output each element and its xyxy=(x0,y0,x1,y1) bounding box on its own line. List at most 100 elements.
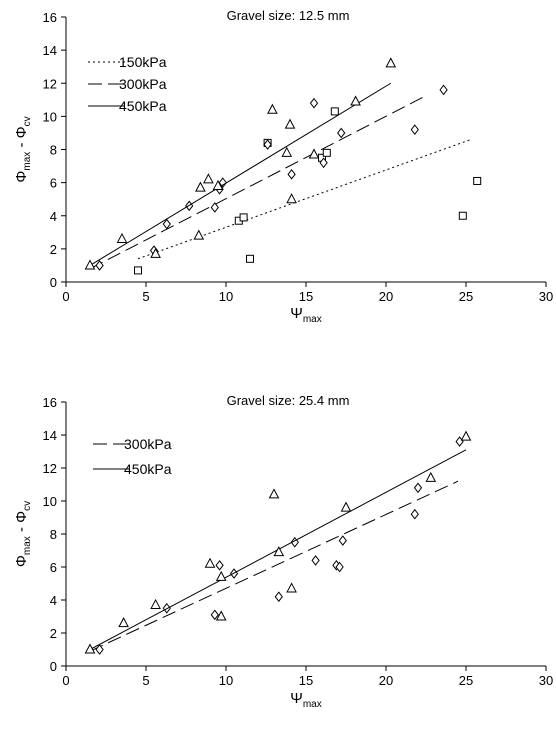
data-point-triangle xyxy=(195,181,206,192)
data-point-triangle xyxy=(286,193,297,204)
legend-label: 150kPa xyxy=(119,54,167,70)
y-tick-label: 6 xyxy=(50,560,57,575)
legend-item: 300kPa xyxy=(93,436,172,452)
data-point-triangle xyxy=(268,488,280,499)
data-point-triangle xyxy=(286,582,297,593)
data-point-diamond xyxy=(287,169,296,180)
y-tick-label: 14 xyxy=(43,43,57,58)
y-tick-label: 14 xyxy=(43,428,57,443)
data-point-square xyxy=(473,176,482,185)
y-tick-label: 16 xyxy=(43,395,57,410)
data-point-triangle xyxy=(212,179,224,190)
x-tick-label: 20 xyxy=(379,289,393,304)
y-tick-label: 12 xyxy=(43,76,57,91)
data-point-diamond xyxy=(439,84,448,96)
data-point-diamond xyxy=(338,535,347,546)
data-point-triangle xyxy=(340,501,352,512)
data-point-triangle xyxy=(460,430,472,441)
data-point-diamond xyxy=(210,609,219,621)
y-axis-label: Φmax - Φcv xyxy=(13,116,33,182)
data-point-triangle xyxy=(193,229,205,240)
data-point-diamond xyxy=(410,124,419,135)
data-point-square xyxy=(134,266,142,275)
data-point-diamond xyxy=(274,591,283,603)
data-point-triangle xyxy=(150,598,161,609)
y-tick-label: 4 xyxy=(50,593,57,608)
y-axis-label: Φmax - Φcv xyxy=(13,501,33,567)
data-point-diamond xyxy=(319,157,328,169)
y-tick-label: 10 xyxy=(43,109,57,124)
data-point-triangle xyxy=(150,247,161,258)
series-450kPa xyxy=(84,430,472,654)
data-point-triangle xyxy=(215,570,227,581)
data-point-diamond xyxy=(215,560,224,571)
data-point-square xyxy=(322,148,331,157)
data-point-triangle xyxy=(284,118,296,129)
data-point-diamond xyxy=(162,218,171,230)
data-point-triangle xyxy=(203,173,214,184)
x-axis-label: Ψmax xyxy=(290,305,321,325)
y-tick-label: 0 xyxy=(50,659,57,674)
x-tick-label: 10 xyxy=(219,673,233,688)
data-point-diamond xyxy=(311,555,320,566)
legend-label: 300kPa xyxy=(124,436,172,452)
series-300kPa xyxy=(89,436,464,655)
series-450kPa xyxy=(84,57,397,270)
data-point-triangle xyxy=(267,103,278,114)
x-tick-label: 15 xyxy=(299,289,313,304)
data-point-triangle xyxy=(273,546,285,557)
y-tick-label: 12 xyxy=(43,461,57,476)
legend-label: 300kPa xyxy=(119,76,167,92)
data-point-triangle xyxy=(118,617,129,628)
data-point-square xyxy=(458,211,467,220)
data-point-triangle xyxy=(350,95,361,106)
legend-label: 450kPa xyxy=(124,461,172,477)
data-point-triangle xyxy=(204,557,216,568)
x-tick-label: 0 xyxy=(62,673,69,688)
y-tick-label: 4 xyxy=(50,209,57,224)
data-point-diamond xyxy=(413,482,423,494)
x-axis-label: Ψmax xyxy=(290,690,321,710)
data-point-triangle xyxy=(385,57,397,68)
data-point-triangle xyxy=(116,232,128,243)
x-tick-label: 20 xyxy=(379,673,393,688)
data-point-diamond xyxy=(335,561,344,573)
x-tick-label: 0 xyxy=(62,289,69,304)
series-150kPa xyxy=(134,107,482,275)
y-tick-label: 2 xyxy=(50,242,57,257)
trend-line xyxy=(89,94,428,270)
y-tick-label: 10 xyxy=(43,494,57,509)
y-tick-label: 8 xyxy=(50,143,57,158)
legend-item: 450kPa xyxy=(88,98,167,114)
data-point-triangle xyxy=(281,146,293,157)
y-tick-label: 16 xyxy=(43,10,57,25)
data-point-triangle xyxy=(425,471,437,482)
chart-panel-2: 0 5 10 15 20 25 30 0 2 4 6 8 10 12 14 16 Gravel size: 25… xyxy=(13,393,553,710)
trend-line xyxy=(137,139,471,260)
chart-panel-1: 0 5 10 15 20 25 30 0 2 4 6 8 10 12 14 16 Gravel size: 12… xyxy=(13,8,553,325)
x-tick-label: 25 xyxy=(459,289,473,304)
data-point-diamond xyxy=(337,127,346,139)
data-point-diamond xyxy=(410,508,419,520)
trend-line xyxy=(89,82,392,266)
data-point-square xyxy=(246,254,254,263)
x-tick-label: 25 xyxy=(459,673,473,688)
x-tick-label: 10 xyxy=(219,289,233,304)
data-point-square xyxy=(330,107,339,116)
data-point-triangle xyxy=(84,643,96,654)
x-tick-label: 5 xyxy=(142,289,149,304)
data-point-diamond xyxy=(309,97,319,109)
legend-item: 150kPa xyxy=(88,54,167,70)
x-tick-label: 30 xyxy=(539,289,553,304)
chart-title: Gravel size: 25.4 mm xyxy=(227,393,350,408)
data-point-diamond xyxy=(210,202,219,213)
data-point-diamond xyxy=(95,260,104,271)
y-tick-label: 6 xyxy=(50,176,57,191)
chart-title: Gravel size: 12.5 mm xyxy=(227,8,350,23)
y-tick-label: 0 xyxy=(50,275,57,290)
data-point-diamond xyxy=(95,644,104,655)
data-point-diamond xyxy=(218,177,227,188)
trend-line xyxy=(89,480,459,652)
y-tick-label: 8 xyxy=(50,527,57,542)
